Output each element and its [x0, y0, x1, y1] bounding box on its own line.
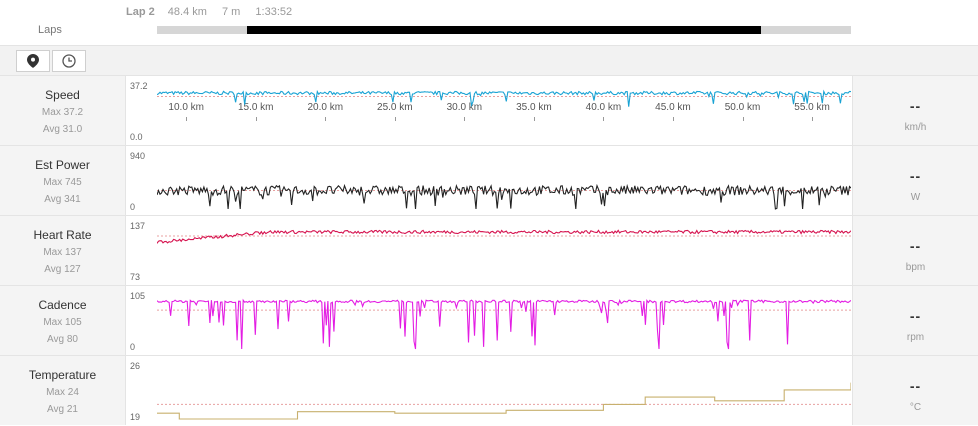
x-tick-mark [325, 117, 327, 121]
y-min-label: 19 [130, 412, 141, 422]
lap-duration: 1:33:52 [255, 6, 293, 18]
x-tick-label: 15.0 km [237, 102, 274, 113]
metric-unit: bpm [905, 262, 926, 273]
metric-current-value: -- [909, 168, 922, 184]
metric-row-speed[interactable]: Speed Max 37.2 Avg 31.0 37.2 0.0 -- km/h [0, 75, 978, 145]
metric-unit: °C [909, 402, 922, 413]
y-min-label: 0.0 [130, 132, 143, 142]
metric-max: Max 37.2 [41, 107, 84, 118]
metric-avg: Avg 80 [47, 334, 78, 345]
x-tick-label: 45.0 km [655, 102, 691, 113]
metric-plot[interactable]: 105 0 [126, 286, 852, 355]
metric-value-panel: -- W [852, 146, 978, 215]
metric-title: Est Power [35, 158, 90, 172]
metric-chart-power [157, 183, 851, 210]
metric-row-hr[interactable]: Heart Rate Max 137 Avg 127 137 73 -- bpm [0, 215, 978, 285]
metric-value-panel: -- bpm [852, 216, 978, 285]
x-tick-label: 10.0 km [168, 102, 204, 113]
metric-plot[interactable]: 26 19 [126, 356, 852, 425]
y-max-label: 105 [130, 291, 146, 301]
x-tick-mark [255, 117, 257, 121]
x-tick-mark [812, 117, 814, 121]
metric-row-temp[interactable]: Temperature Max 24 Avg 21 26 19 -- °C [0, 355, 978, 425]
metric-value-panel: -- °C [852, 356, 978, 425]
x-tick-mark [394, 117, 396, 121]
distance-axis: 10.0 km 15.0 km 20.0 km 25.0 km 30.0 km 35.0 … [157, 91, 851, 121]
metric-max: Max 137 [43, 247, 82, 258]
series-line-power [157, 183, 851, 210]
metric-value-panel: -- rpm [852, 286, 978, 355]
x-tick-mark [533, 117, 535, 121]
metric-label-panel: Speed Max 37.2 Avg 31.0 [0, 76, 126, 145]
y-max-label: 26 [130, 361, 141, 371]
metric-current-value: -- [909, 378, 922, 394]
lap-duration-short: 7 m [222, 6, 241, 18]
lap-header: Lap 2 48.4 km 7 m 1:33:52 [126, 6, 304, 18]
metric-current-value: -- [909, 98, 922, 114]
metric-avg: Avg 127 [44, 264, 81, 275]
series-line-hr [157, 229, 851, 244]
x-tick-label: 25.0 km [377, 102, 413, 113]
metric-max: Max 745 [43, 177, 82, 188]
y-max-label: 940 [130, 151, 146, 161]
metric-row-cadence[interactable]: Cadence Max 105 Avg 80 105 0 -- rpm [0, 285, 978, 355]
lap-track[interactable] [157, 26, 851, 34]
metric-label-panel: Heart Rate Max 137 Avg 127 [0, 216, 126, 285]
metric-avg: Avg 21 [47, 404, 78, 415]
toolbar: 10.0 km 15.0 km 20.0 km 25.0 km 30.0 km 35.0 … [0, 45, 978, 121]
metric-title: Cadence [38, 298, 87, 312]
metric-plot[interactable]: 37.2 0.0 [126, 76, 852, 145]
metric-max: Max 105 [43, 317, 82, 328]
metric-title: Temperature [28, 368, 97, 382]
metric-plot[interactable]: 940 0 [126, 146, 852, 215]
metric-value-panel: -- km/h [852, 76, 978, 145]
x-tick-label: 40.0 km [585, 102, 622, 113]
y-max-label: 137 [130, 221, 146, 231]
laps-label: Laps [38, 24, 62, 36]
map-view-button[interactable] [16, 50, 50, 72]
lap-selection[interactable] [247, 26, 761, 34]
metric-avg: Avg 341 [44, 194, 81, 205]
x-tick-mark [464, 117, 466, 121]
metric-chart-speed [157, 89, 851, 108]
lap-name: Lap 2 [126, 6, 155, 18]
metric-label-panel: Est Power Max 745 Avg 341 [0, 146, 126, 215]
x-tick-mark [742, 117, 744, 121]
x-tick-label: 50.0 km [724, 102, 761, 113]
metric-current-value: -- [909, 308, 922, 324]
y-min-label: 0 [130, 202, 136, 212]
metric-plot[interactable]: 137 73 [126, 216, 852, 285]
x-tick-label: 20.0 km [307, 102, 344, 113]
x-tick-label: 55.0 km [794, 102, 830, 113]
metric-current-value: -- [909, 238, 922, 254]
metric-label-panel: Temperature Max 24 Avg 21 [0, 356, 126, 425]
x-tick-mark [186, 117, 188, 121]
series-line-temp [157, 382, 851, 420]
metric-row-power[interactable]: Est Power Max 745 Avg 341 940 0 -- W [0, 145, 978, 215]
metric-label-panel: Cadence Max 105 Avg 80 [0, 286, 126, 355]
x-tick-mark [603, 117, 605, 121]
metric-title: Speed [45, 88, 80, 102]
metric-chart-cadence [157, 298, 851, 350]
map-pin-icon [27, 54, 39, 68]
x-tick-label: 35.0 km [516, 102, 552, 113]
x-tick-mark [672, 117, 674, 121]
metric-unit: km/h [904, 122, 927, 133]
x-tick-label: 30.0 km [446, 102, 483, 113]
metric-chart-hr [157, 229, 851, 244]
metric-unit: W [910, 192, 921, 203]
y-max-label: 37.2 [130, 81, 148, 91]
y-min-label: 73 [130, 272, 141, 282]
metric-avg: Avg 31.0 [42, 124, 83, 135]
metric-unit: rpm [906, 332, 925, 343]
y-min-label: 0 [130, 342, 136, 352]
clock-icon [62, 54, 76, 68]
time-view-button[interactable] [52, 50, 86, 72]
metric-chart-temp [157, 382, 851, 420]
metric-title: Heart Rate [33, 228, 92, 242]
series-line-cadence [157, 298, 851, 350]
lap-distance: 48.4 km [167, 6, 207, 18]
metric-max: Max 24 [46, 387, 79, 398]
series-line-speed [157, 89, 851, 108]
